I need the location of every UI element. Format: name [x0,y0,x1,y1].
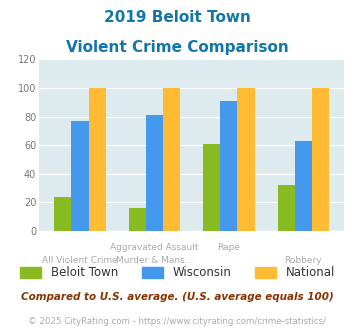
Bar [220,101,237,231]
Bar [163,88,180,231]
Text: © 2025 CityRating.com - https://www.cityrating.com/crime-statistics/: © 2025 CityRating.com - https://www.city… [28,317,327,326]
Bar [237,88,255,231]
Bar [71,121,88,231]
Text: Aggravated Assault: Aggravated Assault [110,243,199,251]
Bar [54,197,71,231]
Text: All Violent Crime: All Violent Crime [42,256,118,265]
Bar [88,88,106,231]
Text: Rape: Rape [218,243,240,251]
Text: Robbery: Robbery [285,256,322,265]
Legend: Beloit Town, Wisconsin, National: Beloit Town, Wisconsin, National [15,262,340,284]
Bar [146,115,163,231]
Text: Murder & Mans...: Murder & Mans... [116,256,193,265]
Text: Violent Crime Comparison: Violent Crime Comparison [66,40,289,54]
Text: 2019 Beloit Town: 2019 Beloit Town [104,10,251,25]
Bar [295,141,312,231]
Text: Compared to U.S. average. (U.S. average equals 100): Compared to U.S. average. (U.S. average … [21,292,334,302]
Bar [203,144,220,231]
Bar [312,88,329,231]
Bar [129,208,146,231]
Bar [278,185,295,231]
